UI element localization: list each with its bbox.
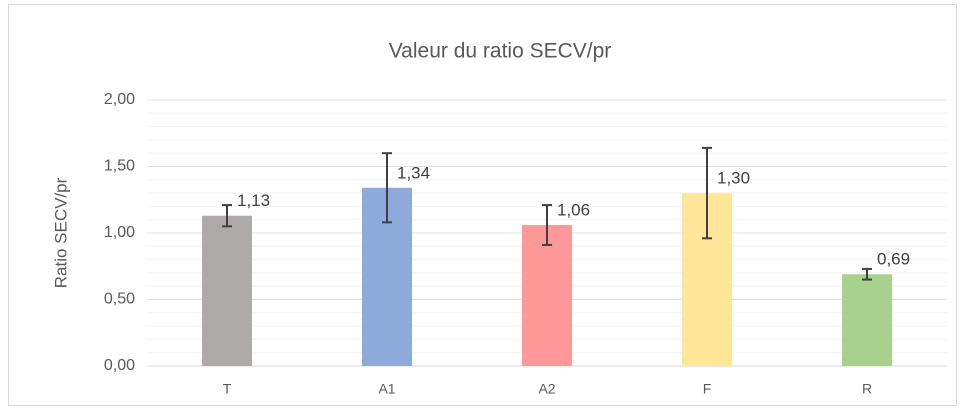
error-bar bbox=[382, 152, 392, 224]
bar bbox=[522, 225, 572, 366]
data-label: 1,30 bbox=[717, 169, 750, 188]
x-tick-label: A2 bbox=[538, 381, 555, 397]
y-tick-label: 0,50 bbox=[104, 291, 135, 308]
bar bbox=[202, 215, 252, 366]
y-tick-label: 1,00 bbox=[104, 224, 135, 241]
error-bar bbox=[702, 146, 712, 240]
x-tick-label: F bbox=[703, 381, 712, 397]
error-bar bbox=[862, 267, 872, 281]
data-label: 1,34 bbox=[397, 163, 430, 182]
error-bar bbox=[222, 204, 232, 228]
chart-title: Valeur du ratio SECV/pr bbox=[389, 40, 612, 63]
x-tick-label: A1 bbox=[378, 381, 395, 397]
x-tick-label: T bbox=[223, 381, 232, 397]
y-axis-label: Ratio SECV/pr bbox=[51, 177, 70, 288]
y-tick-label: 0,00 bbox=[104, 357, 135, 374]
data-label: 0,69 bbox=[877, 250, 910, 269]
data-label: 1,06 bbox=[557, 201, 590, 220]
bar bbox=[842, 274, 892, 366]
chart-border bbox=[8, 4, 957, 406]
error-bar bbox=[542, 204, 552, 246]
x-tick-label: R bbox=[862, 381, 872, 397]
y-tick-label: 2,00 bbox=[104, 91, 135, 108]
data-label: 1,13 bbox=[237, 191, 270, 210]
y-tick-label: 1,50 bbox=[104, 158, 135, 175]
